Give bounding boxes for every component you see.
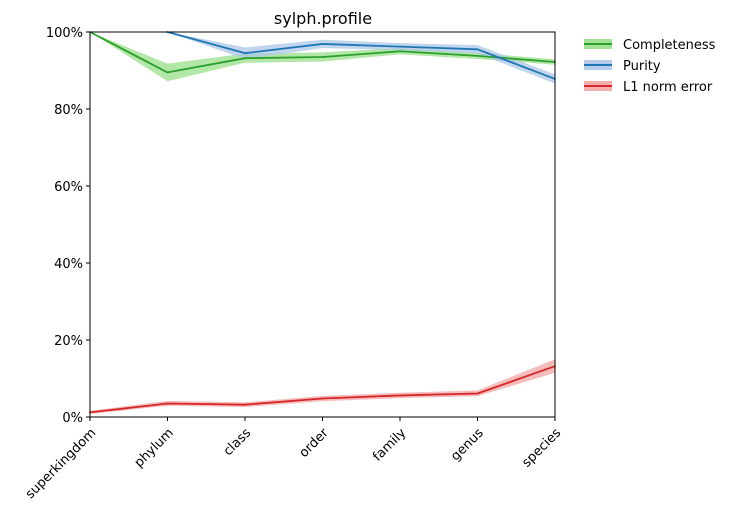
point-l1-norm-error bbox=[166, 402, 169, 405]
legend: Completeness Purity L1 norm error bbox=[584, 38, 716, 95]
x-axis: superkingdom phylum class order family genus s… bbox=[23, 417, 564, 502]
point-purity bbox=[321, 43, 324, 45]
point-purity bbox=[399, 45, 401, 48]
legend-label: L1 norm error bbox=[623, 80, 713, 95]
y-tick-label: 0% bbox=[62, 411, 83, 426]
legend-label: Purity bbox=[623, 59, 661, 74]
y-tick-label: 100% bbox=[46, 26, 83, 41]
point-completeness bbox=[166, 71, 169, 74]
chart-title: sylph.profile bbox=[274, 9, 372, 28]
line-purity bbox=[167, 31, 556, 80]
point-completeness bbox=[399, 50, 401, 53]
y-tick-label: 40% bbox=[54, 257, 83, 272]
confidence-bands bbox=[90, 32, 555, 414]
point-completeness bbox=[321, 56, 324, 58]
legend-label: Completeness bbox=[623, 38, 716, 53]
y-tick-label: 20% bbox=[54, 334, 83, 349]
point-l1-norm-error bbox=[476, 392, 479, 395]
point-completeness bbox=[244, 57, 246, 60]
point-l1-norm-error bbox=[244, 403, 246, 406]
point-completeness bbox=[476, 54, 479, 57]
plot-frame bbox=[89, 31, 556, 418]
point-l1-norm-error bbox=[399, 394, 401, 397]
point-purity bbox=[476, 48, 479, 51]
y-axis: 0% 20% 40% 60% 80% 100% bbox=[46, 26, 90, 426]
x-tick-label: phylum bbox=[132, 426, 177, 471]
series-lines bbox=[89, 31, 556, 414]
y-tick-label: 80% bbox=[54, 103, 83, 118]
y-tick-label: 60% bbox=[54, 180, 83, 195]
point-l1-norm-error bbox=[321, 397, 324, 400]
x-tick-label: class bbox=[221, 426, 255, 460]
x-tick-label: species bbox=[519, 426, 564, 471]
x-tick-label: family bbox=[370, 425, 409, 464]
band-l1-norm-error bbox=[90, 359, 555, 414]
x-tick-label: superkingdom bbox=[23, 426, 99, 502]
band-purity bbox=[167, 32, 555, 84]
x-tick-label: order bbox=[297, 425, 333, 461]
x-tick-label: genus bbox=[448, 426, 487, 465]
point-purity bbox=[244, 52, 246, 55]
